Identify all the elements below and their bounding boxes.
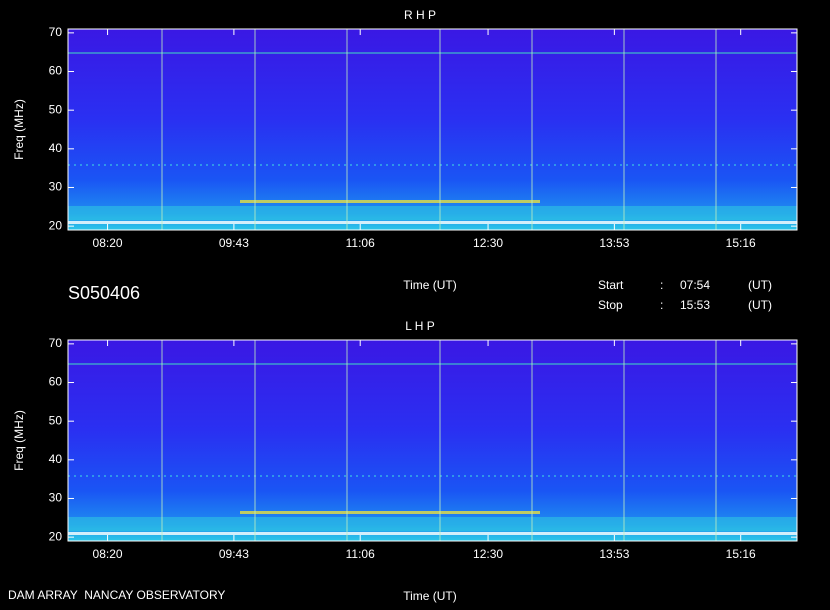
- panel-title: L H P: [405, 319, 435, 333]
- emission-band: [68, 532, 797, 535]
- x-tick-label: 12:30: [473, 547, 503, 561]
- spectrum-background: [68, 29, 797, 230]
- y-tick-label: 40: [49, 141, 63, 155]
- x-axis-label: Time (UT): [403, 278, 457, 292]
- y-tick-label: 70: [49, 336, 63, 350]
- y-tick-label: 60: [49, 64, 63, 78]
- x-tick-label: 15:16: [726, 236, 756, 250]
- observation-id: S050406: [68, 283, 140, 303]
- x-tick-label: 13:53: [599, 236, 629, 250]
- y-tick-label: 30: [49, 491, 63, 505]
- x-tick-label: 08:20: [93, 236, 123, 250]
- info-sep: :: [660, 298, 663, 312]
- emission-band: [68, 221, 797, 224]
- y-tick-label: 50: [49, 413, 63, 427]
- y-axis-label: Freq (MHz): [12, 99, 26, 160]
- x-tick-label: 09:43: [219, 547, 249, 561]
- y-tick-label: 70: [49, 25, 63, 39]
- y-tick-label: 60: [49, 375, 63, 389]
- y-tick-label: 40: [49, 452, 63, 466]
- emission-band: [240, 511, 540, 514]
- y-tick-label: 20: [49, 218, 63, 232]
- footer: DAM ARRAY NANCAY OBSERVATORY: [8, 588, 225, 602]
- info-time: 07:54: [680, 278, 710, 292]
- x-tick-label: 13:53: [599, 547, 629, 561]
- info-unit: (UT): [748, 278, 772, 292]
- x-tick-label: 09:43: [219, 236, 249, 250]
- spectrum-background: [68, 340, 797, 541]
- x-axis-label: Time (UT): [403, 589, 457, 603]
- x-tick-label: 11:06: [346, 547, 375, 561]
- panel-title: R H P: [404, 8, 436, 22]
- y-tick-label: 30: [49, 180, 63, 194]
- info-unit: (UT): [748, 298, 772, 312]
- plot-frame: [67, 339, 798, 542]
- x-tick-label: 08:20: [93, 547, 123, 561]
- plot-frame: [67, 28, 798, 231]
- y-tick-label: 50: [49, 102, 63, 116]
- y-tick-label: 20: [49, 529, 63, 543]
- y-axis-label: Freq (MHz): [12, 410, 26, 471]
- emission-band: [68, 517, 797, 531]
- info-time: 15:53: [680, 298, 710, 312]
- info-label: Stop: [598, 298, 623, 312]
- info-label: Start: [598, 278, 624, 292]
- info-sep: :: [660, 278, 663, 292]
- emission-band: [240, 200, 540, 203]
- emission-band: [68, 206, 797, 220]
- x-tick-label: 15:16: [726, 547, 756, 561]
- x-tick-label: 12:30: [473, 236, 503, 250]
- x-tick-label: 11:06: [346, 236, 375, 250]
